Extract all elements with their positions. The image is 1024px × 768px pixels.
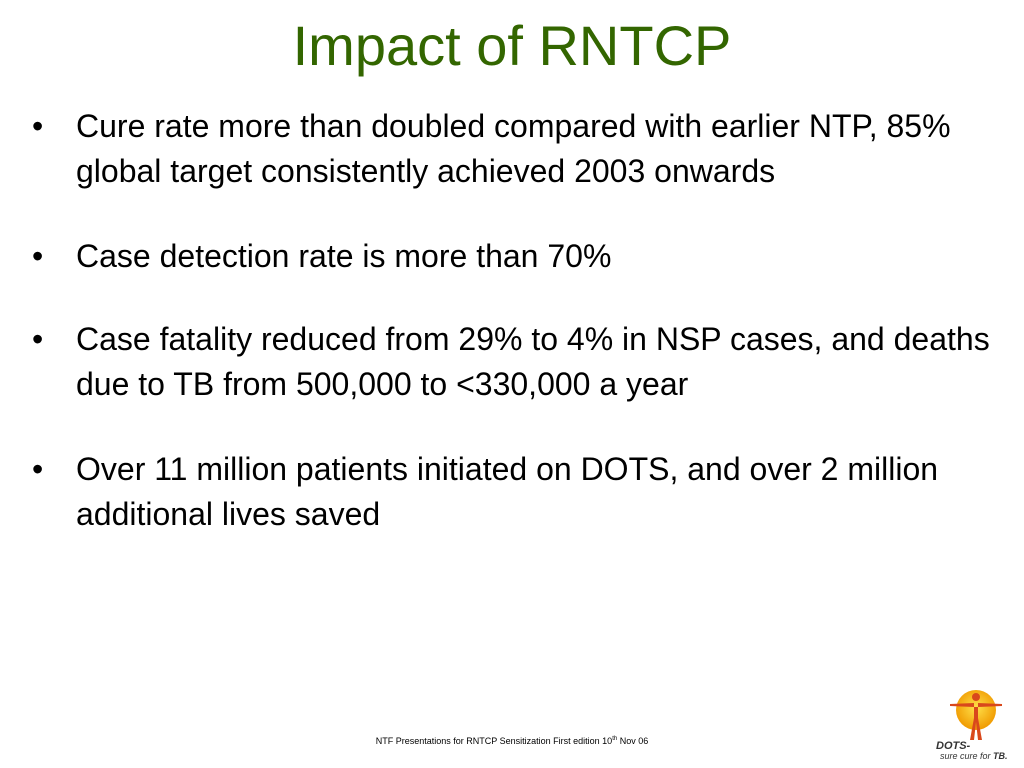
logo-tagline-bold: TB. <box>993 751 1008 761</box>
bullet-marker: • <box>32 321 44 357</box>
logo-tagline: sure cure for TB. <box>940 751 1008 761</box>
bullet-item: • Case detection rate is more than 70% <box>30 234 1010 279</box>
bullet-item: • Over 11 million patients initiated on … <box>30 447 1010 537</box>
dots-logo: DOTS- sure cure for TB. <box>930 688 1022 768</box>
bullet-item: • Cure rate more than doubled compared w… <box>30 104 1010 194</box>
bullet-list: • Cure rate more than doubled compared w… <box>30 104 1010 577</box>
bullet-text: Over 11 million patients initiated on DO… <box>76 451 939 532</box>
bullet-marker: • <box>32 108 44 144</box>
human-figure <box>950 693 1002 740</box>
slide-footer: NTF Presentations for RNTCP Sensitizatio… <box>0 735 1024 747</box>
logo-tagline-prefix: sure cure for <box>940 751 994 761</box>
bullet-text: Cure rate more than doubled compared wit… <box>76 108 951 189</box>
slide-title: Impact of RNTCP <box>292 14 732 77</box>
bullet-text: Case fatality reduced from 29% to 4% in … <box>76 321 990 402</box>
footer-text-end: Nov 06 <box>617 736 649 746</box>
footer-superscript: th <box>612 736 618 742</box>
bullet-text: Case detection rate is more than 70% <box>76 238 612 274</box>
human-figure-sun-icon <box>950 690 1002 740</box>
bullet-marker: • <box>32 451 44 487</box>
footer-text-main: NTF Presentations for RNTCP Sensitizatio… <box>375 736 613 746</box>
bullet-marker: • <box>32 238 44 274</box>
logo-brand: DOTS- <box>936 740 971 752</box>
bullet-item: • Case fatality reduced from 29% to 4% i… <box>30 317 1010 407</box>
